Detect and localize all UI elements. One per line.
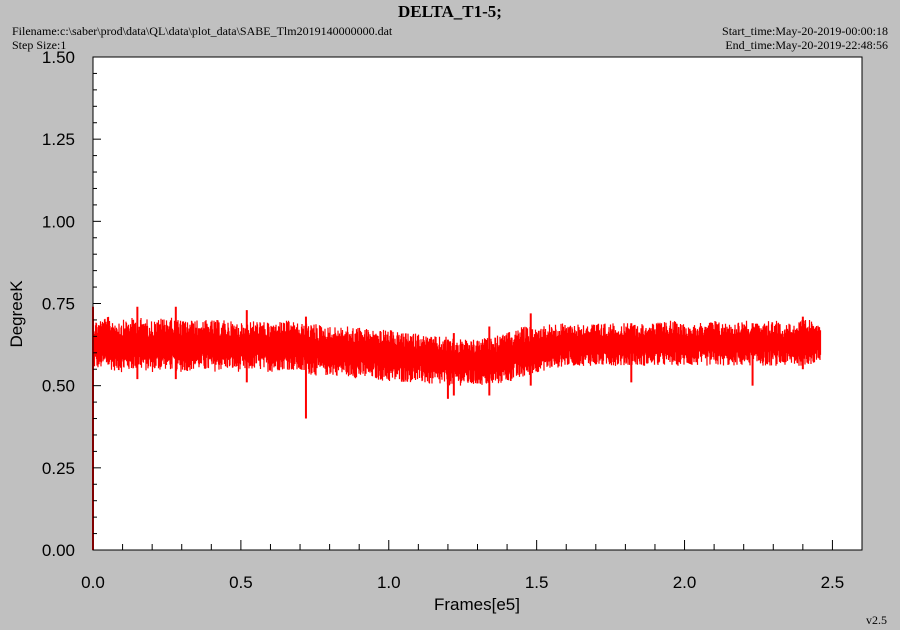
x-tick-label: 2.0 xyxy=(673,573,697,592)
y-tick-label: 1.25 xyxy=(42,130,75,149)
time-info: Start_time:May-20-2019-00:00:18 End_time… xyxy=(722,24,888,52)
x-tick-label: 0.5 xyxy=(229,573,253,592)
filename-label: Filename:c:\saber\prod\data\QL\data\plot… xyxy=(12,24,393,38)
y-tick-label: 0.75 xyxy=(42,295,75,314)
version-label: v2.5 xyxy=(866,613,887,627)
y-tick-label: 0.25 xyxy=(42,459,75,478)
y-axis-label: DegreeK xyxy=(7,280,26,348)
chart-title: DELTA_T1-5; xyxy=(398,2,502,21)
x-tick-label: 2.5 xyxy=(821,573,845,592)
x-tick-label: 0.0 xyxy=(81,573,105,592)
end-time-label: End_time:May-20-2019-22:48:56 xyxy=(725,38,888,52)
x-axis-label: Frames[e5] xyxy=(434,595,520,614)
step-size-label: Step Size:1 xyxy=(12,38,67,52)
file-info: Filename:c:\saber\prod\data\QL\data\plot… xyxy=(12,24,392,52)
y-tick-label: 1.00 xyxy=(42,212,75,231)
y-tick-label: 0.00 xyxy=(42,541,75,560)
x-tick-label: 1.5 xyxy=(525,573,549,592)
y-tick-label: 1.50 xyxy=(42,48,75,67)
y-tick-label: 0.50 xyxy=(42,377,75,396)
plot-area xyxy=(92,56,863,551)
series-0-line xyxy=(92,316,822,386)
start-time-label: Start_time:May-20-2019-00:00:18 xyxy=(722,24,888,38)
x-tick-label: 1.0 xyxy=(377,573,401,592)
x-axis: 0.0 0.5 1.0 1.5 2.0 2.5 xyxy=(81,540,862,592)
